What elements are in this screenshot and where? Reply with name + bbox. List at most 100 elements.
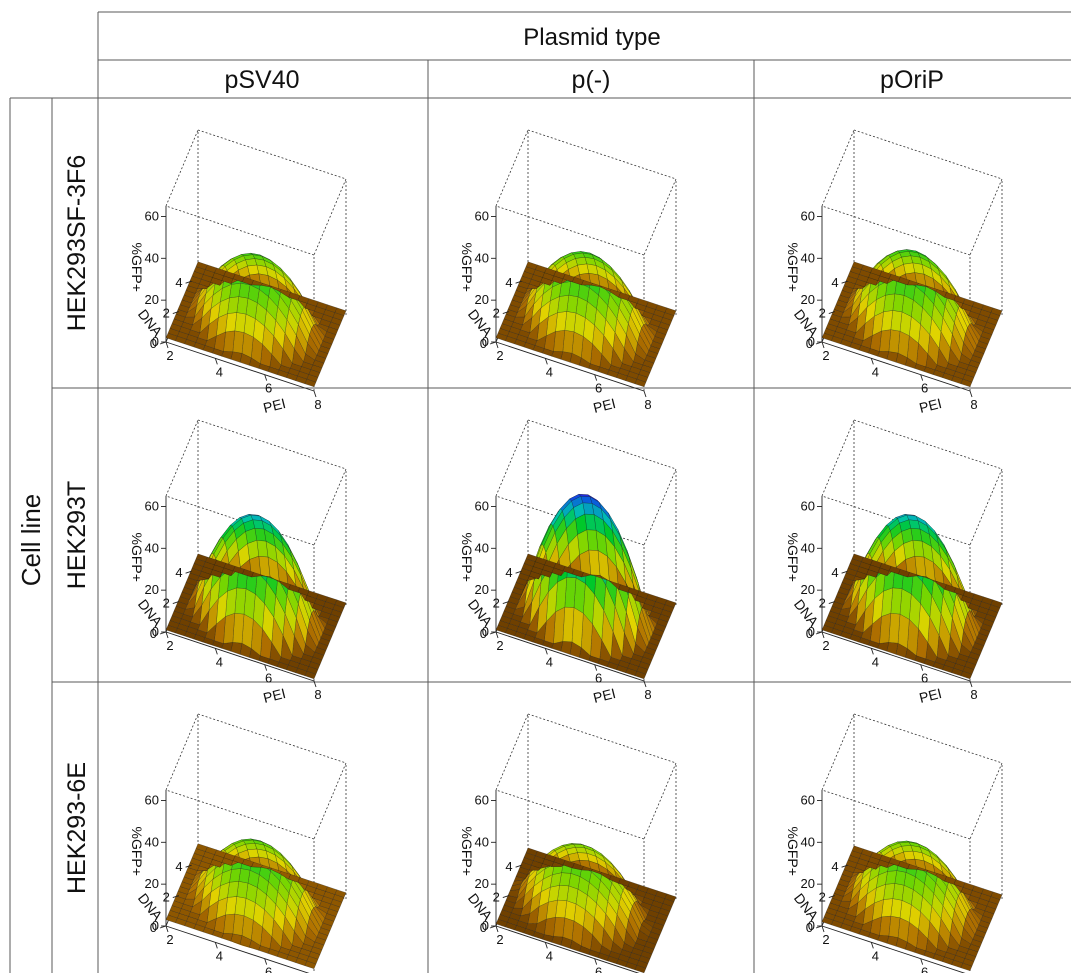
pei-tick <box>544 648 548 655</box>
pei-tick <box>821 341 825 349</box>
box-edge <box>853 713 1003 764</box>
dna-tick <box>515 280 522 284</box>
z-tick-label: 60 <box>801 498 815 513</box>
pei-tick <box>870 942 874 949</box>
dna-tick <box>841 864 848 868</box>
z-tick-label: 20 <box>801 292 815 307</box>
box-edge <box>853 419 1003 470</box>
pei-tick-label: 2 <box>166 932 173 947</box>
pei-tick <box>214 648 218 655</box>
pei-tick <box>920 374 924 381</box>
pei-tick-label: 4 <box>872 654 879 669</box>
axis-line <box>165 925 310 973</box>
pei-tick-label: 6 <box>921 671 928 686</box>
pei-axis-label: PEI <box>262 395 288 416</box>
pei-tick <box>920 958 924 965</box>
dna-tick <box>515 570 522 574</box>
z-tick-label: 20 <box>475 876 489 891</box>
pei-tick <box>264 958 268 965</box>
dna-tick-label: 2 <box>163 596 170 611</box>
z-tick-label: 0 <box>808 624 815 639</box>
z-tick-label: 20 <box>801 876 815 891</box>
dna-tick-label: 2 <box>819 596 826 611</box>
z-axis-label: %GFP+ <box>459 826 475 875</box>
dna-tick <box>815 925 823 929</box>
pei-tick-label: 2 <box>496 638 503 653</box>
z-axis-label: %GFP+ <box>785 532 801 581</box>
surface-facet <box>851 845 864 854</box>
dna-tick <box>185 570 192 574</box>
dna-tick-label: 0 <box>806 336 813 351</box>
box-edge <box>821 713 855 791</box>
dna-tick-label: 4 <box>831 565 838 580</box>
z-axis-label: %GFP+ <box>785 826 801 875</box>
dna-tick-label: 4 <box>831 275 838 290</box>
z-tick-label: 60 <box>145 498 159 513</box>
dna-tick <box>502 311 509 315</box>
box-edge <box>527 129 677 180</box>
z-tick-label: 40 <box>801 834 815 849</box>
box-edge <box>643 762 677 840</box>
z-tick-label: 40 <box>145 834 159 849</box>
row-header-hek293t: HEK293T <box>63 481 91 589</box>
axis-line <box>821 341 971 392</box>
pei-tick-label: 8 <box>970 687 977 702</box>
box-edge <box>495 789 645 840</box>
dna-tick <box>159 925 167 929</box>
pei-tick <box>495 925 499 933</box>
pei-tick-label: 4 <box>216 654 223 669</box>
box-edge <box>495 129 529 207</box>
pei-tick-label: 2 <box>166 348 173 363</box>
pei-tick-label: 2 <box>822 638 829 653</box>
surface-facet <box>525 261 538 270</box>
z-tick-label: 0 <box>808 918 815 933</box>
plasmid-type-header: Plasmid type <box>523 24 660 51</box>
z-tick-label: 40 <box>145 540 159 555</box>
dna-tick-label: 0 <box>480 920 487 935</box>
z-axis-label: %GFP+ <box>785 242 801 291</box>
z-tick-label: 20 <box>801 582 815 597</box>
z-axis-label: %GFP+ <box>459 242 475 291</box>
surface-facet <box>195 261 208 270</box>
dna-tick-label: 2 <box>819 306 826 321</box>
dna-tick-label: 2 <box>163 306 170 321</box>
z-tick-label: 20 <box>475 292 489 307</box>
box-edge <box>197 419 347 470</box>
pei-tick <box>969 680 973 688</box>
pei-tick-label: 6 <box>595 671 602 686</box>
z-tick-label: 0 <box>808 334 815 349</box>
box-edge <box>165 419 199 497</box>
z-tick-label: 0 <box>482 918 489 933</box>
dna-tick-label: 0 <box>806 920 813 935</box>
pei-tick <box>165 631 169 639</box>
box-edge <box>313 468 347 546</box>
dna-axis-label: DNA <box>135 596 166 630</box>
pei-tick-label: 8 <box>314 397 321 412</box>
z-axis-label: %GFP+ <box>129 532 145 581</box>
dna-tick-label: 4 <box>175 859 182 874</box>
dna-tick-label: 0 <box>150 626 157 641</box>
pei-tick-label: 8 <box>314 687 321 702</box>
pei-tick <box>870 358 874 365</box>
z-tick-label: 60 <box>475 498 489 513</box>
z-tick-label: 0 <box>152 334 159 349</box>
dna-tick <box>828 601 835 605</box>
z-tick-label: 40 <box>475 540 489 555</box>
pei-axis-label: PEI <box>262 685 288 706</box>
dna-tick <box>172 311 179 315</box>
dna-tick-label: 0 <box>150 920 157 935</box>
dna-tick <box>159 341 167 345</box>
pei-tick <box>969 390 973 398</box>
pei-tick-label: 4 <box>872 364 879 379</box>
pei-tick-label: 2 <box>496 932 503 947</box>
dna-tick <box>841 570 848 574</box>
dna-tick-label: 0 <box>806 626 813 641</box>
surface-facet <box>195 843 208 852</box>
box-edge <box>495 205 645 256</box>
z-tick-label: 0 <box>482 334 489 349</box>
pei-tick-label: 4 <box>546 364 553 379</box>
pei-tick <box>214 942 218 949</box>
surface-panels: 02040602468024%GFP+PEIDNA02040602468024%… <box>129 129 1003 973</box>
dna-tick-label: 4 <box>505 859 512 874</box>
